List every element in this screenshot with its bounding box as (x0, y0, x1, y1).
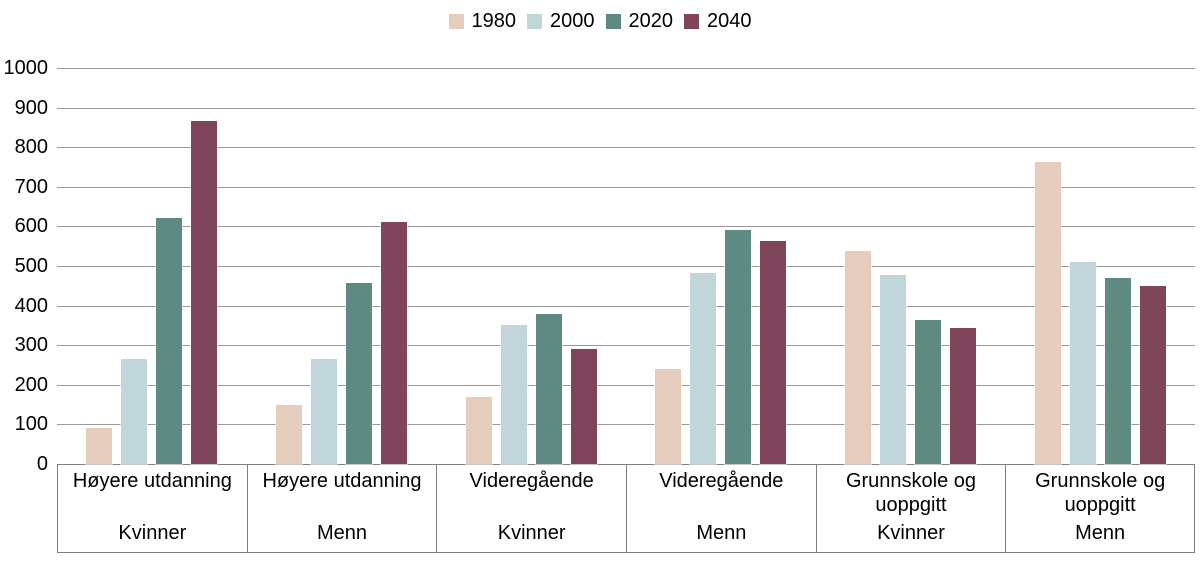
bar-1980-h-yere-utdanning-kvinner (86, 428, 113, 464)
legend-swatch-2020 (605, 13, 621, 29)
gridline-700 (57, 186, 1195, 188)
bar-1980-videreg-ende-menn (655, 368, 682, 464)
category-cell-grunnskole-og-uoppgitt-menn: Grunnskole og uoppgitt Menn (1005, 464, 1195, 552)
bar-2020-videreg-ende-menn (725, 230, 752, 464)
legend-swatch-2040 (684, 13, 699, 29)
legend-label: 2000 (550, 10, 595, 32)
gridline-500 (57, 266, 1195, 267)
category-education-label: Videregående (469, 470, 594, 492)
bar-2000-grunnskole-og-uoppgitt-menn (1069, 262, 1096, 464)
legend-item-1980: 1980 (448, 10, 517, 32)
bar-1980-grunnskole-og-uoppgitt-menn (1034, 162, 1061, 464)
category-education-label: Grunnskole og uoppgitt (1035, 470, 1166, 516)
category-education-label: Høyere utdanning (262, 470, 422, 492)
category-cell-h-yere-utdanning-kvinner: Høyere utdanning Kvinner (57, 464, 247, 552)
legend-label: 2040 (707, 10, 752, 32)
legend-item-2020: 2020 (605, 10, 674, 32)
y-axis-tick-label-800: 800 (14, 136, 48, 159)
y-axis-tick-label-1000: 1000 (3, 57, 49, 79)
category-gender-label: Menn (1075, 522, 1126, 544)
category-education-label: Høyere utdanning (72, 470, 232, 492)
gridline-200 (57, 384, 1195, 386)
y-axis-tick-label-500: 500 (14, 255, 48, 277)
y-axis-tick-label-0: 0 (36, 453, 48, 475)
bar-2040-h-yere-utdanning-kvinner (191, 121, 218, 464)
legend-label: 1980 (471, 10, 517, 32)
gridline-1000 (57, 68, 1195, 69)
bar-2020-h-yere-utdanning-menn (346, 282, 372, 464)
legend-label: 2020 (628, 10, 674, 32)
gridline-600 (57, 226, 1195, 228)
bar-2040-grunnskole-og-uoppgitt-kvinner (950, 328, 976, 464)
bar-2020-videreg-ende-kvinner (535, 314, 562, 464)
y-axis-tick-label-200: 200 (14, 373, 48, 396)
y-axis-tick-label-700: 700 (14, 175, 48, 198)
chart-legend: 1980 2000 2020 2040 (0, 6, 1200, 36)
y-axis-tick-label-400: 400 (14, 294, 48, 317)
bar-2000-h-yere-utdanning-menn (311, 359, 337, 464)
gridline-300 (57, 345, 1195, 347)
bar-2020-grunnskole-og-uoppgitt-menn (1104, 277, 1131, 464)
bar-1980-videreg-ende-kvinner (465, 396, 492, 464)
legend-swatch-2000 (527, 13, 542, 29)
y-axis-tick-label-100: 100 (14, 413, 48, 436)
gridline-400 (57, 305, 1195, 307)
category-gender-label: Kvinner (118, 522, 187, 544)
category-axis-bottom-border (57, 552, 1195, 553)
gridline-900 (57, 107, 1195, 109)
bar-2040-grunnskole-og-uoppgitt-menn (1139, 285, 1166, 464)
bar-2020-grunnskole-og-uoppgitt-kvinner (915, 320, 941, 464)
category-cell-h-yere-utdanning-menn: Høyere utdanning Menn (246, 464, 437, 552)
category-gender-label: Kvinner (497, 522, 566, 544)
bar-2000-h-yere-utdanning-kvinner (121, 359, 148, 464)
bar-2020-h-yere-utdanning-kvinner (156, 218, 183, 464)
bar-2040-h-yere-utdanning-menn (381, 222, 407, 464)
category-cell-grunnskole-og-uoppgitt-kvinner: Grunnskole og uoppgitt Kvinner (815, 464, 1006, 552)
category-gender-label: Kvinner (877, 522, 945, 544)
bar-2000-grunnskole-og-uoppgitt-kvinner (880, 275, 906, 464)
bar-2040-videreg-ende-kvinner (570, 349, 597, 464)
category-cell-videreg-ende-menn: Videregående Menn (626, 464, 816, 552)
bar-2040-videreg-ende-menn (760, 241, 787, 464)
gridline-100 (57, 424, 1195, 426)
bar-1980-grunnskole-og-uoppgitt-kvinner (845, 251, 871, 464)
legend-item-2040: 2040 (684, 10, 752, 32)
category-education-label: Videregående (659, 470, 784, 492)
bar-1980-h-yere-utdanning-menn (276, 405, 302, 464)
category-education-label: Grunnskole og uoppgitt (845, 470, 977, 516)
category-gender-label: Menn (316, 522, 367, 544)
bar-2000-videreg-ende-menn (690, 272, 717, 464)
y-axis-tick-label-600: 600 (14, 215, 48, 238)
y-axis-tick-label-900: 900 (14, 96, 48, 119)
legend-swatch-1980 (448, 13, 464, 29)
y-axis-tick-label-300: 300 (14, 334, 48, 357)
legend-item-2000: 2000 (527, 10, 595, 32)
bar-2000-videreg-ende-kvinner (500, 325, 527, 464)
category-gender-label: Menn (696, 522, 747, 544)
gridline-800 (57, 147, 1195, 149)
category-cell-videreg-ende-kvinner: Videregående Kvinner (436, 464, 626, 552)
